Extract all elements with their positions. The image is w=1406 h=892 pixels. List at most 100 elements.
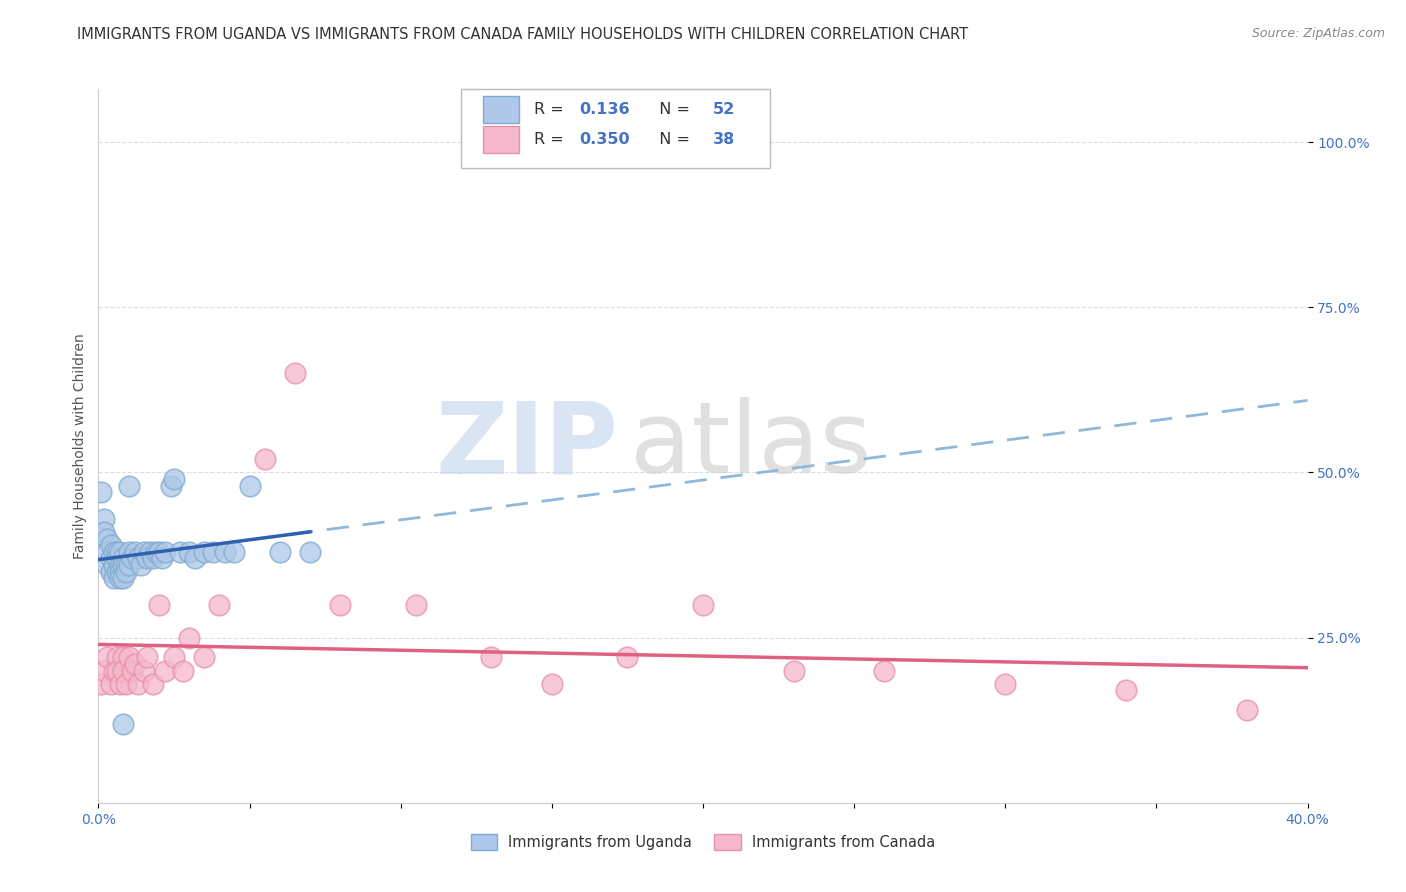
Point — [96, 545, 118, 559]
Point — [139, 545, 162, 559]
Point — [114, 565, 136, 579]
Point — [214, 545, 236, 559]
Point — [108, 677, 131, 691]
Point — [184, 551, 207, 566]
Point — [142, 677, 165, 691]
Point — [108, 545, 131, 559]
Point — [100, 565, 122, 579]
Text: 38: 38 — [713, 132, 735, 147]
Point — [692, 598, 714, 612]
Point — [145, 545, 167, 559]
Point — [118, 558, 141, 572]
Point — [105, 650, 128, 665]
Point — [208, 598, 231, 612]
Point — [132, 545, 155, 559]
Point — [103, 545, 125, 559]
Point — [118, 478, 141, 492]
Point — [616, 650, 638, 665]
Text: N =: N = — [648, 102, 695, 117]
Point — [100, 538, 122, 552]
Text: N =: N = — [648, 132, 695, 147]
Point — [284, 367, 307, 381]
Point — [105, 551, 128, 566]
Point — [103, 558, 125, 572]
Point — [127, 677, 149, 691]
Point — [105, 545, 128, 559]
Point — [193, 650, 215, 665]
Point — [114, 558, 136, 572]
Point — [179, 631, 201, 645]
Legend: Immigrants from Uganda, Immigrants from Canada: Immigrants from Uganda, Immigrants from … — [465, 829, 941, 856]
Point — [111, 558, 134, 572]
Point — [172, 664, 194, 678]
Text: ZIP: ZIP — [436, 398, 619, 494]
Point — [135, 551, 157, 566]
Bar — [482, 127, 519, 153]
Point — [103, 664, 125, 678]
Point — [132, 664, 155, 678]
Point — [111, 551, 134, 566]
Point — [100, 677, 122, 691]
Point — [111, 664, 134, 678]
Point — [253, 452, 276, 467]
Point — [127, 551, 149, 566]
Point — [142, 551, 165, 566]
Point — [96, 532, 118, 546]
Point — [111, 650, 134, 665]
Point — [1236, 703, 1258, 717]
Point — [299, 545, 322, 559]
Text: atlas: atlas — [630, 398, 872, 494]
Point — [114, 677, 136, 691]
Bar — [482, 95, 519, 123]
Point — [118, 650, 141, 665]
Point — [108, 571, 131, 585]
Point — [108, 565, 131, 579]
Point — [179, 545, 201, 559]
Point — [994, 677, 1017, 691]
Text: Source: ZipAtlas.com: Source: ZipAtlas.com — [1251, 27, 1385, 40]
Point — [1115, 683, 1137, 698]
Point — [90, 677, 112, 691]
Point — [93, 664, 115, 678]
Point — [405, 598, 427, 612]
Point — [124, 657, 146, 671]
Point — [224, 545, 246, 559]
Text: IMMIGRANTS FROM UGANDA VS IMMIGRANTS FROM CANADA FAMILY HOUSEHOLDS WITH CHILDREN: IMMIGRANTS FROM UGANDA VS IMMIGRANTS FRO… — [77, 27, 969, 42]
Point — [169, 545, 191, 559]
Point — [105, 664, 128, 678]
Point — [105, 565, 128, 579]
Point — [103, 571, 125, 585]
Point — [93, 524, 115, 539]
Point — [111, 571, 134, 585]
Point — [239, 478, 262, 492]
FancyBboxPatch shape — [461, 89, 769, 168]
Point — [193, 545, 215, 559]
Point — [135, 650, 157, 665]
Point — [100, 551, 122, 566]
Point — [481, 650, 503, 665]
Point — [118, 545, 141, 559]
Point — [160, 478, 183, 492]
Point — [96, 650, 118, 665]
Point — [96, 558, 118, 572]
Point — [108, 558, 131, 572]
Point — [202, 545, 225, 559]
Point — [148, 545, 170, 559]
Point — [150, 551, 173, 566]
Text: R =: R = — [534, 132, 568, 147]
Point — [124, 545, 146, 559]
Point — [93, 511, 115, 525]
Text: 52: 52 — [713, 102, 735, 117]
Point — [540, 677, 562, 691]
Point — [269, 545, 291, 559]
Point — [153, 545, 176, 559]
Point — [111, 716, 134, 731]
Point — [153, 664, 176, 678]
Text: R =: R = — [534, 102, 568, 117]
Point — [163, 650, 186, 665]
Point — [129, 558, 152, 572]
Point — [148, 598, 170, 612]
Point — [163, 472, 186, 486]
Point — [783, 664, 806, 678]
Text: 0.136: 0.136 — [579, 102, 630, 117]
